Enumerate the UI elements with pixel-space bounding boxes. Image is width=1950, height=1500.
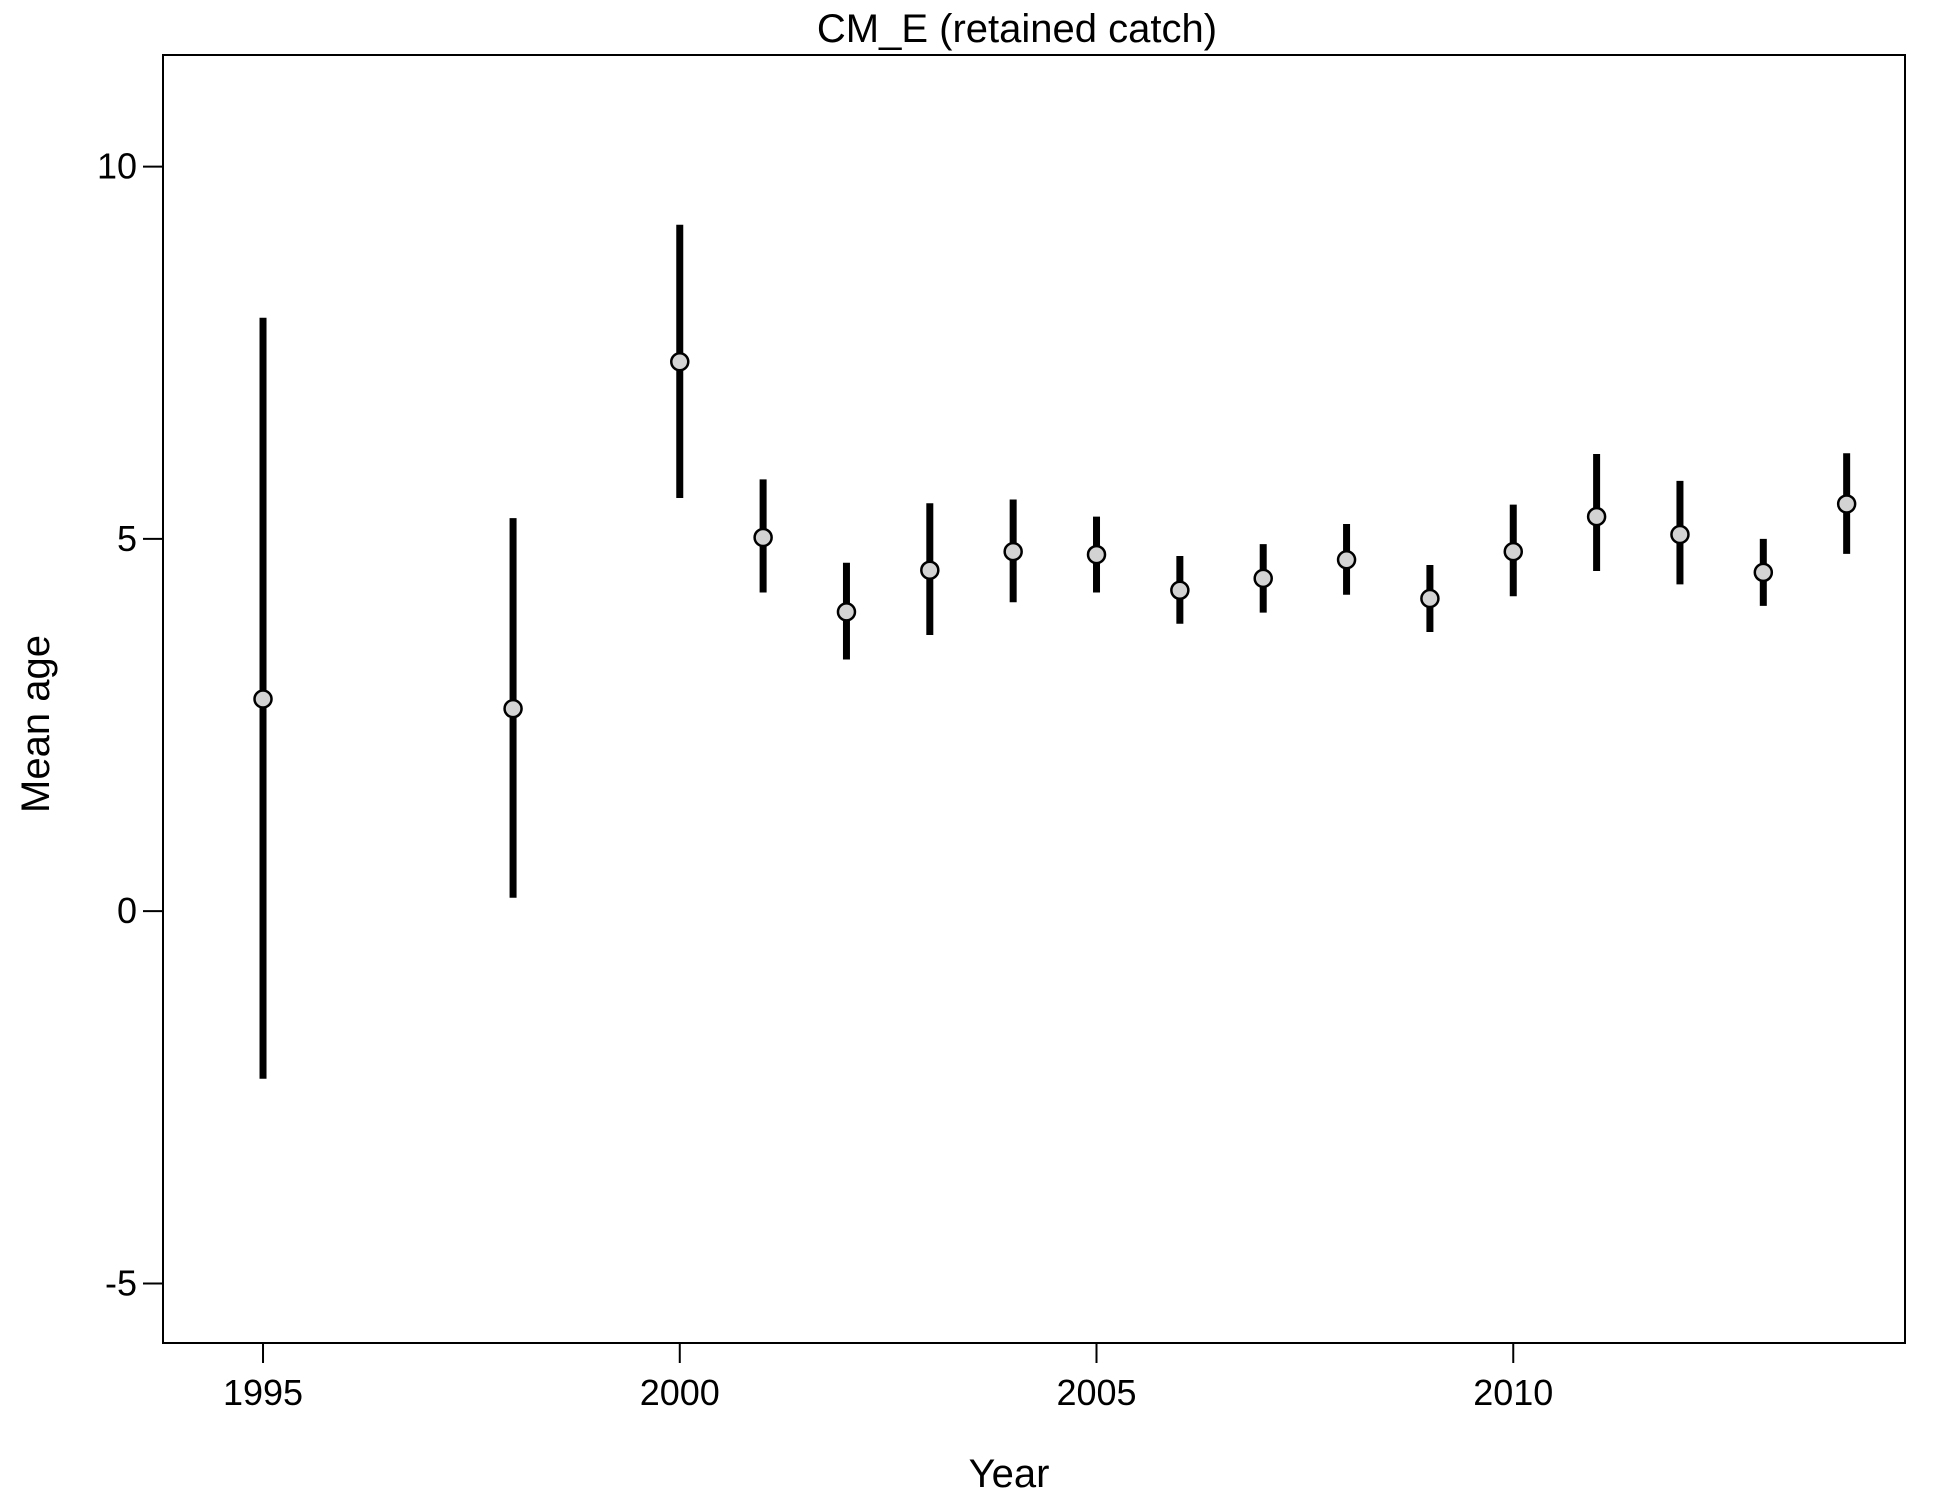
data-point [753,527,773,548]
data-point [1503,541,1524,562]
data-point [836,602,857,622]
data-point [503,698,523,719]
chart-title: CM_E (retained catch) [817,7,1217,51]
y-axis: -5 0 5 10 [97,146,163,1303]
data-point [1420,588,1440,609]
y-axis-title: Mean age [14,635,58,813]
data-point [1170,580,1190,601]
x-tick-label: 1995 [223,1372,303,1413]
data-point [670,351,690,372]
x-axis-title: Year [969,1452,1050,1496]
y-tick-label: 5 [117,518,137,559]
data-point [1086,544,1107,565]
data-point [253,689,273,709]
data-points [253,351,1857,719]
data-point [1253,568,1273,589]
data-point [920,560,940,580]
x-axis: 1995 2000 2005 2010 [223,1343,1553,1413]
data-point [1670,524,1690,545]
data-point [1586,506,1607,527]
data-point [1753,562,1774,583]
data-point [1003,541,1023,562]
y-tick-label: -5 [105,1262,137,1303]
x-tick-label: 2005 [1056,1372,1136,1413]
y-tick-label: 10 [97,146,137,187]
y-tick-label: 0 [117,890,137,931]
plot-frame [162,54,1906,1344]
x-tick-label: 2010 [1473,1372,1553,1413]
data-point [1336,550,1357,570]
x-tick-label: 2000 [640,1372,720,1413]
data-point [1836,494,1857,514]
